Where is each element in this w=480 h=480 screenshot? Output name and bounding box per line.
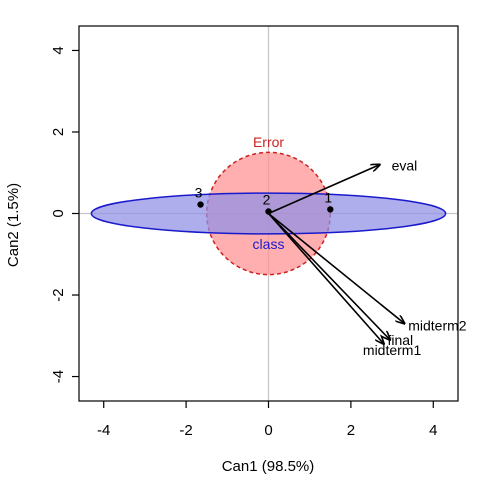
y-axis-title: Can2 (1.5%): [5, 183, 22, 267]
ellipse-label-error: Error: [253, 134, 284, 150]
x-axis: -4 -2 0 2 4: [97, 401, 437, 439]
point-2: [265, 208, 272, 215]
x-tick-label: 0: [264, 422, 272, 439]
y-tick-label: -4: [50, 370, 67, 383]
y-tick-label: 2: [50, 128, 67, 136]
point-1: [327, 206, 334, 213]
vector-midterm1: [267, 212, 384, 344]
point-label-3: 3: [195, 185, 203, 201]
x-axis-title: Can1 (98.5%): [222, 458, 315, 475]
vector-label-final: final: [387, 332, 413, 348]
point-label-2: 2: [263, 191, 271, 207]
ellipse-label-class: class: [253, 236, 285, 252]
vector-final: [267, 212, 391, 340]
x-tick-label: -2: [179, 422, 192, 439]
vector-label-eval: eval: [392, 157, 418, 173]
point-label-1: 1: [324, 189, 332, 205]
x-tick-label: 4: [429, 422, 437, 439]
y-axis: -4 -2 0 2 4: [50, 46, 79, 383]
vector-label-midterm1: midterm1: [363, 342, 422, 358]
x-tick-label: 2: [347, 422, 355, 439]
vector-eval: [268, 165, 380, 215]
x-tick-label: -4: [97, 422, 110, 439]
y-tick-label: -2: [50, 288, 67, 301]
points: 1 2 3: [195, 185, 334, 215]
vector-midterm2: [267, 212, 405, 324]
y-tick-label: 4: [50, 46, 67, 54]
point-3: [197, 201, 204, 208]
vector-label-midterm2: midterm2: [408, 318, 467, 334]
y-tick-label: 0: [50, 209, 67, 217]
